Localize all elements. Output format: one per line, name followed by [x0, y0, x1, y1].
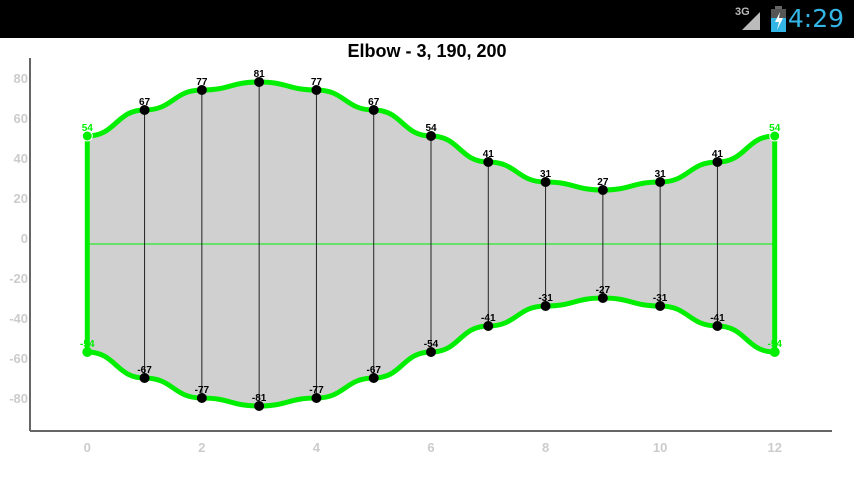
data-label: 54	[769, 123, 781, 134]
data-point	[540, 301, 551, 311]
data-label: 77	[311, 77, 323, 88]
data-point	[426, 131, 436, 141]
data-point	[254, 401, 265, 411]
data-label: 31	[655, 169, 667, 180]
data-point	[540, 177, 551, 187]
data-point	[311, 393, 322, 403]
data-label: -54	[767, 339, 782, 350]
y-tick-label: -60	[9, 351, 28, 366]
data-label: 41	[712, 149, 724, 160]
y-tick-label: 60	[14, 111, 28, 126]
data-label: 77	[196, 77, 208, 88]
x-tick-label: 10	[653, 440, 667, 455]
data-point	[426, 347, 436, 357]
data-point	[196, 85, 207, 95]
data-label: 81	[254, 69, 266, 80]
y-tick-label: -80	[9, 391, 28, 406]
data-point	[311, 85, 322, 95]
data-label: -27	[596, 285, 611, 296]
data-label: -67	[366, 365, 381, 376]
network-type: 3G	[735, 6, 750, 18]
x-tick-label: 6	[427, 440, 434, 455]
x-tick-label: 12	[767, 440, 781, 455]
data-label: -67	[137, 365, 152, 376]
data-label: -31	[653, 293, 668, 304]
data-label: -31	[538, 293, 553, 304]
data-point	[139, 105, 150, 115]
signal-icon	[742, 12, 760, 30]
data-label: 27	[597, 177, 609, 188]
chart: Elbow - 3, 190, 200 54 67 77 81 77 67 54 41 31 27…	[9, 41, 832, 455]
data-label: -77	[309, 385, 324, 396]
data-point	[483, 321, 494, 331]
data-label: -41	[710, 313, 725, 324]
data-label: -54	[80, 339, 95, 350]
data-label: -81	[252, 393, 267, 404]
chart-title: Elbow - 3, 190, 200	[347, 41, 506, 61]
data-point	[769, 347, 780, 357]
y-tick-label: 20	[14, 191, 28, 206]
data-point	[368, 105, 379, 115]
data-label: -54	[424, 339, 439, 350]
x-tick-label: 8	[542, 440, 549, 455]
y-tick-label: -20	[9, 271, 28, 286]
data-point	[196, 393, 207, 403]
data-point	[139, 373, 150, 383]
data-point	[368, 373, 379, 383]
battery-charging-icon	[771, 6, 786, 32]
data-point	[712, 321, 723, 331]
x-tick-label: 4	[313, 440, 321, 455]
data-point	[655, 301, 666, 311]
clock: 4:29	[787, 4, 844, 33]
y-tick-label: -40	[9, 311, 28, 326]
data-point	[597, 293, 608, 303]
y-tick-label: 0	[21, 231, 28, 246]
y-tick-label: 40	[14, 151, 28, 166]
data-label: 54	[82, 123, 94, 134]
data-label: 31	[540, 169, 552, 180]
data-point	[81, 130, 93, 142]
data-label: -77	[195, 385, 210, 396]
y-tick-label: 80	[14, 71, 28, 86]
data-point	[254, 77, 265, 87]
data-label: -41	[481, 313, 496, 324]
data-point	[483, 157, 494, 167]
data-label: 67	[139, 97, 151, 108]
data-point	[655, 177, 666, 187]
data-point	[769, 130, 781, 142]
data-label: 54	[425, 123, 437, 134]
x-tick-label: 2	[198, 440, 205, 455]
status-bar: 3G 4:29	[0, 0, 854, 38]
data-point	[597, 185, 608, 195]
data-point	[82, 347, 93, 357]
data-label: 41	[483, 149, 495, 160]
x-tick-label: 0	[84, 440, 91, 455]
data-label: 67	[368, 97, 380, 108]
data-point	[712, 157, 723, 167]
